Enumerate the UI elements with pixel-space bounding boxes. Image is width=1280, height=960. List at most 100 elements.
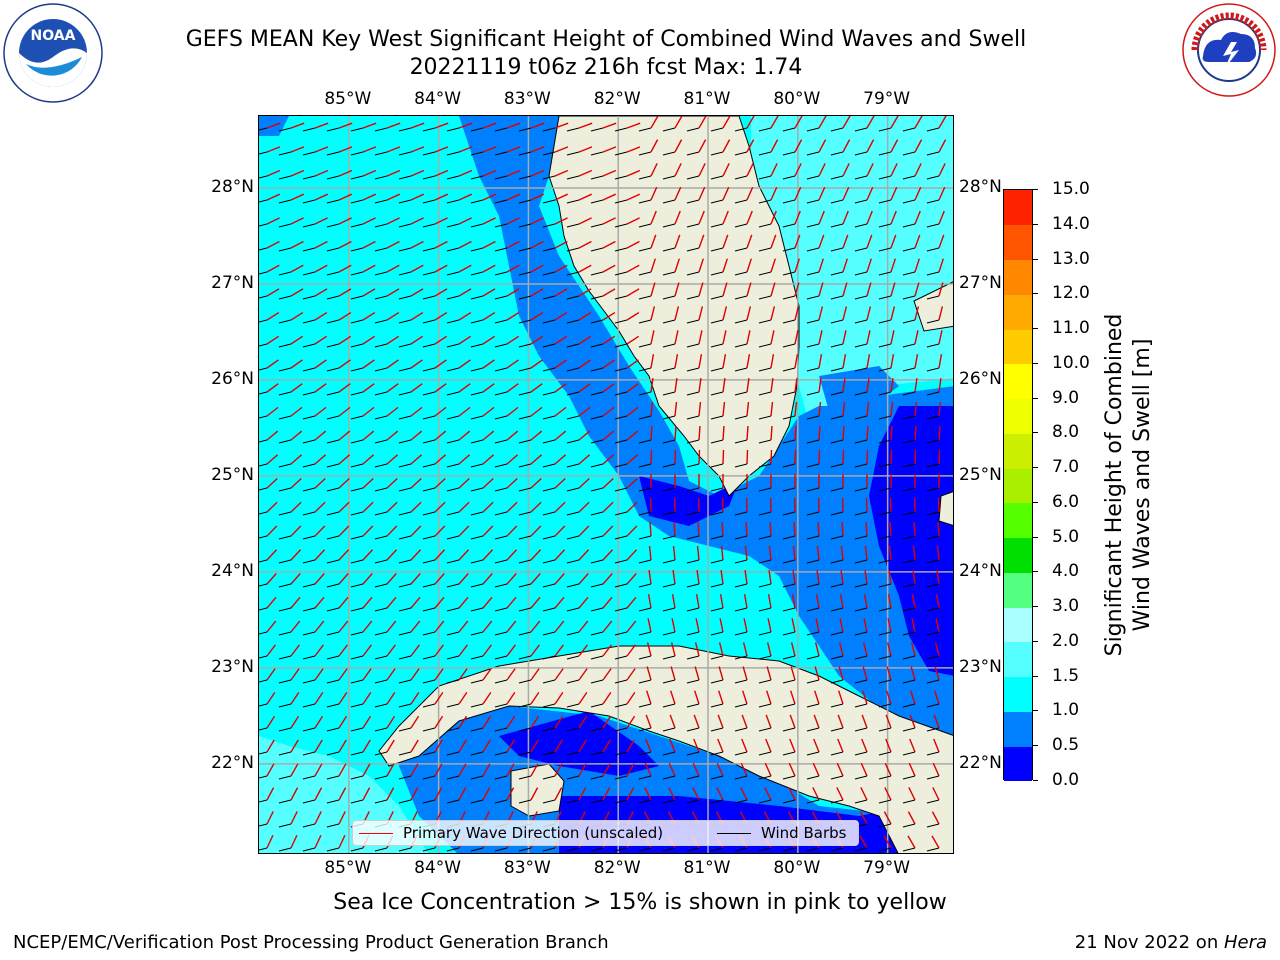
wave-vector — [326, 525, 350, 540]
noaa-logo: NOAA — [3, 3, 103, 103]
wave-vector — [710, 354, 727, 372]
wave-vector — [830, 378, 846, 396]
lat-tick-left: 22°N — [211, 752, 254, 773]
wave-vector — [259, 169, 281, 179]
wave-vector — [686, 234, 705, 252]
wave-vector — [278, 430, 303, 444]
wave-region-wfl-shelf — [459, 116, 953, 746]
wave-vector — [710, 787, 724, 804]
wave-vector — [566, 311, 592, 324]
wave-vector — [422, 573, 445, 588]
wave-vector — [302, 122, 329, 132]
wave-vector — [686, 570, 700, 588]
map-panel[interactable] — [258, 115, 954, 854]
wave-vector — [854, 474, 868, 492]
wave-vector — [614, 739, 635, 756]
wave-vector — [926, 163, 946, 180]
wave-vector — [518, 549, 542, 564]
wave-vector — [374, 525, 398, 540]
wave-vector — [422, 146, 449, 156]
wave-vector — [518, 454, 543, 468]
wave-vector — [902, 139, 923, 156]
wave-vector — [494, 596, 517, 612]
wave-vector — [422, 620, 445, 636]
wave-vector — [638, 378, 654, 396]
wave-vector — [854, 738, 868, 756]
wave-vector — [422, 787, 443, 804]
wave-vector — [782, 210, 801, 228]
wave-vector — [686, 497, 700, 516]
wave-vector — [278, 644, 300, 660]
wave-vector — [350, 596, 373, 612]
wave-vector — [686, 762, 700, 780]
wave-vector — [806, 642, 820, 660]
legend-swatch-red — [359, 832, 393, 834]
wave-vector — [326, 596, 349, 612]
wave-vector — [422, 406, 447, 420]
wave-vector — [614, 763, 635, 780]
wave-vector — [590, 549, 614, 564]
wave-vector — [806, 449, 821, 468]
colorbar-segment — [1004, 294, 1032, 330]
wave-vector — [638, 497, 652, 516]
colorbar-tick — [1033, 293, 1038, 295]
wave-vector — [542, 478, 566, 492]
wave-vector — [806, 497, 820, 516]
wave-vector — [734, 594, 748, 612]
wave-vector — [278, 264, 304, 276]
wave-vector — [662, 474, 676, 492]
wave-vector — [326, 573, 349, 588]
chart-subtitle: 20221119 t06z 216h fcst Max: 1.74 — [409, 55, 803, 80]
wave-vector — [470, 430, 495, 444]
nws-logo — [1182, 3, 1276, 97]
wave-vector — [902, 594, 916, 612]
colorbar-segment — [1004, 641, 1032, 678]
wave-vector — [422, 644, 444, 660]
wave-vector — [374, 501, 398, 516]
wave-vector — [374, 383, 399, 396]
wave-vector — [830, 258, 848, 276]
colorbar-title-line1: Significant Height of Combined — [1102, 313, 1127, 657]
wave-vector — [278, 668, 300, 684]
wave-vector — [446, 122, 473, 132]
wave-vector — [710, 738, 724, 756]
wave-vector — [398, 525, 422, 540]
wave-vector — [830, 787, 844, 804]
lat-tick-left: 24°N — [211, 560, 254, 581]
colorbar-tick — [1033, 258, 1038, 260]
wave-vector — [278, 478, 302, 492]
colorbar-segment — [1004, 537, 1032, 573]
wave-vector — [259, 620, 277, 635]
wave-vector — [854, 402, 870, 420]
wave-vector — [350, 501, 374, 516]
wave-vector — [350, 525, 374, 540]
wave-vector — [926, 497, 940, 516]
wave-vector — [302, 787, 323, 804]
wave-vector — [710, 714, 724, 732]
wave-vector — [566, 217, 592, 228]
wave-vector — [326, 122, 353, 132]
wave-vector — [494, 430, 519, 444]
wave-vector — [422, 288, 448, 300]
wave-vector — [398, 478, 422, 492]
wave-vector — [350, 240, 376, 252]
wave-vector — [470, 549, 494, 564]
wave-vector — [878, 690, 892, 708]
wave-vector — [590, 240, 616, 252]
wave-vector — [590, 644, 612, 660]
wave-vector — [278, 406, 303, 420]
wave-vector — [878, 139, 899, 156]
wave-vector — [590, 501, 614, 516]
wave-vector — [902, 474, 916, 492]
wave-vector — [446, 454, 471, 468]
wave-vector — [902, 546, 916, 564]
wave-vector — [902, 306, 920, 324]
wave-vector — [614, 501, 638, 516]
colorbar-segment — [1004, 468, 1032, 504]
wave-vector — [278, 715, 300, 732]
wave-vector — [566, 763, 587, 780]
wave-vector — [422, 692, 444, 708]
map-canvas — [259, 116, 953, 853]
wave-vector — [614, 169, 641, 180]
wave-vector — [518, 501, 542, 516]
